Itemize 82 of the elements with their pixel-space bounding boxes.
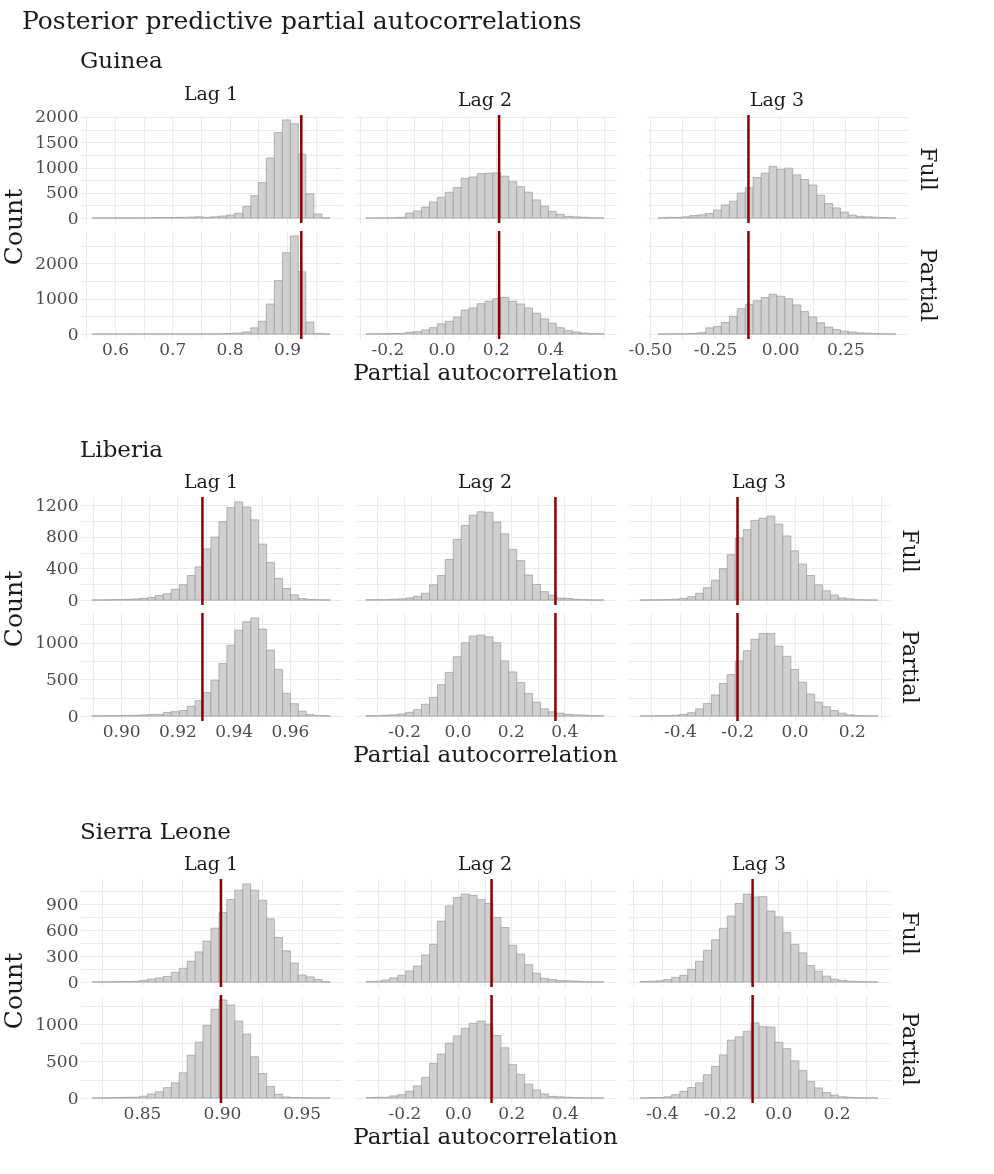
y-tick-label: 1000: [35, 1013, 79, 1034]
chart-title: Lag 1: [183, 81, 239, 104]
x-tick-label: -0.2: [704, 1102, 737, 1123]
y-tick-label: 0: [67, 207, 79, 228]
x-tick-label: 0.7: [159, 338, 187, 359]
y-axis-title: Count: [0, 952, 28, 1030]
chart-title: Lag 3: [731, 851, 787, 874]
y-tick-label: 1200: [35, 494, 79, 515]
x-tick-label: 0.2: [823, 1102, 851, 1123]
text: Posterior predictive partial autocorrelations: [22, 6, 582, 35]
x-tick-label: 0.00: [761, 338, 800, 359]
y-tick-label: 2000: [35, 252, 79, 273]
x-tick-label: 0.96: [271, 720, 310, 741]
x-tick-label: -0.2: [371, 338, 405, 359]
y-tick-label: 400: [46, 557, 79, 578]
chart-title: Lag 2: [457, 851, 513, 874]
y-tick-label: 1000: [35, 632, 79, 653]
y-tick-label: 500: [46, 668, 79, 689]
x-axis-title: Partial autocorrelation: [353, 1122, 618, 1149]
x-tick-label: 0.92: [158, 720, 197, 741]
y-tick-label: 500: [46, 182, 79, 203]
x-tick-label: 0.6: [101, 338, 129, 359]
x-tick-label: 0.0: [428, 338, 456, 359]
x-tick-label: -0.2: [388, 1102, 422, 1123]
x-tick-label: -0.2: [388, 720, 422, 741]
text: Liberia: [80, 436, 164, 462]
x-tick-label: -0.4: [663, 720, 697, 741]
x-tick-label: 0.4: [551, 720, 579, 741]
x-tick-label: 0.85: [123, 1102, 162, 1123]
y-tick-label: 0: [67, 323, 79, 344]
x-axis-title: Partial autocorrelation: [353, 358, 618, 385]
x-tick-label: -0.25: [693, 338, 738, 359]
chart-title: Lag 1: [183, 851, 239, 874]
text: Partial: [898, 1012, 923, 1086]
x-tick-label: 0.2: [482, 338, 510, 359]
y-tick-label: 800: [46, 526, 79, 547]
y-tick-label: 1000: [35, 157, 79, 178]
x-tick-label: 0.2: [497, 720, 525, 741]
y-tick-label: 900: [46, 893, 79, 914]
x-tick-label: 0.0: [781, 720, 809, 741]
x-tick-label: 0.25: [827, 338, 865, 359]
y-tick-label: 1000: [35, 288, 79, 309]
text: Full: [898, 911, 923, 955]
text: Guinea: [80, 47, 163, 73]
x-tick-label: 0.2: [838, 720, 866, 741]
x-tick-label: 0.0: [444, 1102, 472, 1123]
x-axis-title: Partial autocorrelation: [353, 740, 618, 767]
x-tick-label: 0.90: [102, 720, 141, 741]
y-tick-label: 600: [46, 919, 79, 940]
y-tick-label: 2000: [35, 106, 79, 127]
text: Partial: [916, 248, 941, 322]
text: Sierra Leone: [80, 818, 231, 844]
x-tick-label: 0.90: [203, 1102, 242, 1123]
x-tick-label: 0.9: [273, 338, 301, 359]
x-tick-label: -0.50: [628, 338, 673, 359]
x-tick-label: 0.94: [215, 720, 254, 741]
y-tick-label: 0: [67, 705, 79, 726]
x-tick-label: 0.0: [444, 720, 472, 741]
text: Partial: [898, 630, 923, 704]
x-tick-label: -0.4: [645, 1102, 679, 1123]
chart-title: Lag 3: [749, 87, 805, 110]
y-tick-label: 0: [67, 589, 79, 610]
text: Full: [898, 529, 923, 573]
y-tick-label: 1500: [35, 131, 79, 152]
chart-title: Lag 2: [457, 87, 513, 110]
x-tick-label: 0.2: [498, 1102, 526, 1123]
chart-title: Lag 2: [457, 469, 513, 492]
y-tick-label: 0: [67, 1087, 79, 1108]
x-tick-label: 0.4: [551, 1102, 579, 1123]
x-tick-label: -0.2: [721, 720, 755, 741]
x-tick-label: 0.4: [537, 338, 565, 359]
chart-title: Lag 1: [183, 469, 239, 492]
x-tick-label: 0.95: [283, 1102, 322, 1123]
x-tick-label: 0.0: [765, 1102, 793, 1123]
y-tick-label: 0: [67, 971, 79, 992]
chart-title: Lag 3: [731, 469, 787, 492]
y-axis-title: Count: [0, 188, 28, 266]
y-axis-title: Count: [0, 570, 28, 648]
y-tick-label: 500: [46, 1050, 79, 1071]
x-tick-label: 0.8: [216, 338, 244, 359]
text: Full: [916, 147, 941, 191]
y-tick-label: 300: [46, 945, 79, 966]
